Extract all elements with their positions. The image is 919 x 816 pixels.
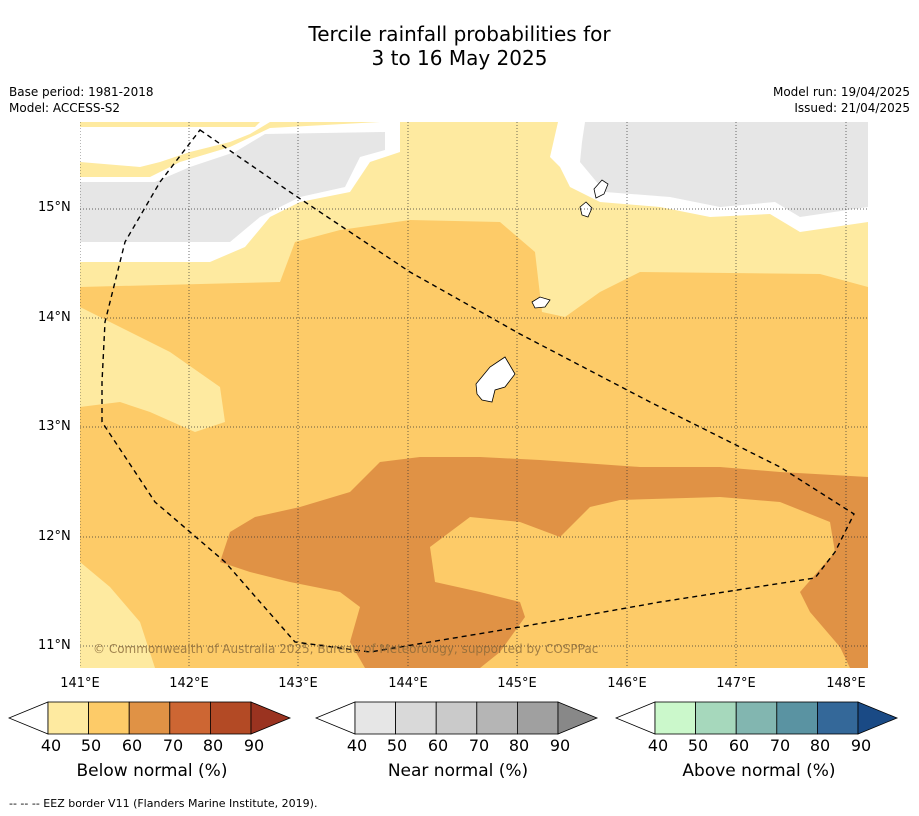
no-data-band-1 bbox=[80, 122, 270, 167]
lon-label-145: 145°E bbox=[497, 676, 537, 691]
colorbar-near-svg bbox=[314, 701, 599, 735]
colorbar-extend-high bbox=[857, 701, 899, 735]
eez-footnote: -- -- -- EEZ border V11 (Flanders Marine… bbox=[9, 797, 318, 810]
tick-70: 70 bbox=[162, 736, 184, 755]
region-40-50-west bbox=[80, 307, 225, 432]
tick-60: 60 bbox=[121, 736, 143, 755]
lat-label-13: 13°N bbox=[38, 419, 71, 434]
tick-50: 50 bbox=[80, 736, 102, 755]
model-run: Model run: 19/04/2025 bbox=[772, 85, 910, 99]
map-svg bbox=[80, 122, 868, 668]
tick-50: 50 bbox=[687, 736, 709, 755]
tick-40: 40 bbox=[40, 736, 62, 755]
lon-label-147: 147°E bbox=[716, 676, 756, 691]
island-saipan bbox=[593, 179, 609, 199]
colorbar-segment bbox=[476, 701, 518, 735]
strip-yellow-top bbox=[80, 122, 260, 127]
lon-label-148: 148°E bbox=[826, 676, 866, 691]
tick-90: 90 bbox=[243, 736, 265, 755]
map-title: Tercile rainfall probabilities for 3 to … bbox=[0, 22, 919, 70]
graticule bbox=[80, 122, 868, 668]
title-line-2: 3 to 16 May 2025 bbox=[371, 46, 548, 70]
tick-40: 40 bbox=[346, 736, 368, 755]
colorbar-extend-high bbox=[557, 701, 599, 735]
colorbar-segment bbox=[735, 701, 778, 735]
tick-50: 50 bbox=[386, 736, 408, 755]
tick-40: 40 bbox=[647, 736, 669, 755]
meta-left: Base period: 1981-2018 Model: ACCESS-S2 bbox=[9, 84, 154, 116]
island-rota bbox=[531, 296, 551, 309]
lon-label-141: 141°E bbox=[60, 676, 100, 691]
islands bbox=[475, 179, 609, 403]
colorbar-segment bbox=[354, 701, 396, 735]
tick-60: 60 bbox=[728, 736, 750, 755]
lat-label-14: 14°N bbox=[38, 310, 71, 325]
lon-label-142: 142°E bbox=[169, 676, 209, 691]
colorbar-segment bbox=[435, 701, 478, 735]
island-tinian bbox=[579, 201, 593, 218]
near-normal-northeast bbox=[580, 122, 868, 217]
map-panel bbox=[80, 122, 868, 668]
colorbar-segment bbox=[695, 701, 737, 735]
colorbar-above-normal bbox=[614, 700, 903, 740]
colorbar-label-below: Below normal (%) bbox=[76, 761, 228, 781]
colorbar-segment bbox=[169, 701, 211, 735]
colorbar-extend-high bbox=[250, 701, 292, 735]
tick-60: 60 bbox=[427, 736, 449, 755]
colorbar-segment bbox=[209, 701, 252, 735]
colorbar-segment bbox=[128, 701, 171, 735]
colorbar-segment bbox=[88, 701, 130, 735]
lon-label-146: 146°E bbox=[607, 676, 647, 691]
tick-80: 80 bbox=[202, 736, 224, 755]
colorbar-label-above: Above normal (%) bbox=[682, 761, 836, 781]
colorbar-above-svg bbox=[614, 701, 899, 735]
issued-date: Issued: 21/04/2025 bbox=[794, 101, 910, 115]
title-line-1: Tercile rainfall probabilities for bbox=[308, 22, 611, 46]
colorbar-segment bbox=[776, 701, 818, 735]
tick-90: 90 bbox=[549, 736, 571, 755]
lon-label-143: 143°E bbox=[278, 676, 318, 691]
region-40-50-southwest bbox=[80, 562, 155, 668]
colorbar-below-svg bbox=[7, 701, 292, 735]
region-60-70-band bbox=[220, 457, 868, 668]
tick-80: 80 bbox=[809, 736, 831, 755]
base-period: Base period: 1981-2018 bbox=[9, 85, 154, 99]
lat-label-15: 15°N bbox=[38, 200, 71, 215]
colorbar-segment bbox=[654, 701, 696, 735]
colorbar-extend-low bbox=[314, 701, 356, 735]
near-normal-northwest bbox=[80, 132, 385, 242]
colorbar-below-normal bbox=[7, 700, 296, 740]
colorbar-extend-low bbox=[7, 701, 49, 735]
tick-70: 70 bbox=[468, 736, 490, 755]
colorbar-segment bbox=[47, 701, 89, 735]
tick-70: 70 bbox=[769, 736, 791, 755]
colorbar-segment bbox=[395, 701, 437, 735]
lon-label-144: 144°E bbox=[388, 676, 428, 691]
island-guam bbox=[475, 356, 516, 403]
colorbar-segment bbox=[516, 701, 559, 735]
colorbar-near-normal bbox=[314, 700, 603, 740]
tick-80: 80 bbox=[508, 736, 530, 755]
lat-label-12: 12°N bbox=[38, 529, 71, 544]
copyright-notice: © Commonwealth of Australia 2025, Bureau… bbox=[93, 642, 599, 656]
tick-90: 90 bbox=[850, 736, 872, 755]
colorbar-segment bbox=[816, 701, 859, 735]
meta-right: Model run: 19/04/2025 Issued: 21/04/2025 bbox=[773, 84, 910, 116]
model-name: Model: ACCESS-S2 bbox=[9, 101, 121, 115]
colorbar-label-near: Near normal (%) bbox=[387, 761, 529, 781]
colorbar-extend-low bbox=[614, 701, 656, 735]
lat-label-11: 11°N bbox=[38, 638, 71, 653]
